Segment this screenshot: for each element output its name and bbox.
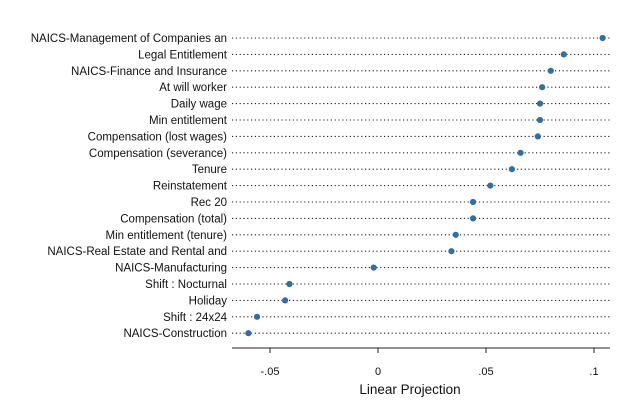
category-label: Shift : Nocturnal xyxy=(145,279,227,291)
data-point xyxy=(282,297,289,304)
data-point xyxy=(487,182,494,189)
data-point xyxy=(286,280,293,288)
category-label: NAICS-Finance and Insurance xyxy=(71,66,227,78)
category-label: Daily wage xyxy=(171,99,227,111)
chart-row: Compensation (severance) xyxy=(89,148,610,160)
chart-row: Holiday xyxy=(189,295,610,307)
chart-row: Compensation (total) xyxy=(120,213,610,225)
category-label: Reinstatement xyxy=(153,181,228,193)
data-point xyxy=(539,84,546,91)
x-tick-label: 0 xyxy=(375,366,381,378)
x-axis-title: Linear Projection xyxy=(359,382,460,397)
category-label: NAICS-Manufacturing xyxy=(115,263,227,275)
data-point xyxy=(560,51,567,58)
x-axis-ticks: -.05 0 .05 .1 xyxy=(261,348,599,378)
data-point xyxy=(452,231,459,238)
category-label: Holiday xyxy=(189,295,228,307)
data-point xyxy=(547,67,554,74)
data-point xyxy=(599,34,606,42)
data-point xyxy=(253,313,261,320)
chart-row: Shift : 24x24 xyxy=(163,312,610,324)
category-label: NAICS-Real Estate and Rental and xyxy=(47,246,227,258)
category-label: Compensation (total) xyxy=(120,213,227,225)
chart-row: Tenure xyxy=(192,164,610,176)
data-point xyxy=(517,149,524,156)
category-label: At will worker xyxy=(159,82,227,94)
category-label: Min entitlement (tenure) xyxy=(106,230,228,242)
data-point xyxy=(534,133,541,140)
category-label: Shift : 24x24 xyxy=(163,312,228,324)
data-point xyxy=(245,330,252,337)
chart-row: Rec 20 xyxy=(191,197,610,209)
chart-row: Min entitlement xyxy=(149,115,610,127)
chart-row: NAICS-Manufacturing xyxy=(115,263,610,275)
x-tick-label: -.05 xyxy=(261,366,280,378)
chart-rows: NAICS-Management of Companies an Legal En… xyxy=(31,33,610,340)
category-label: Min entitlement xyxy=(149,115,228,127)
category-label: Compensation (severance) xyxy=(89,148,227,160)
chart-row: At will worker xyxy=(159,82,610,94)
chart-row: Legal Entitlement xyxy=(138,49,610,61)
chart-row: NAICS-Management of Companies an xyxy=(31,33,610,45)
category-label: NAICS-Management of Companies an xyxy=(31,33,227,45)
category-label: Rec 20 xyxy=(191,197,227,209)
chart-row: Min entitlement (tenure) xyxy=(106,230,610,242)
chart-row: Compensation (lost wages) xyxy=(88,131,610,143)
chart-row: Reinstatement xyxy=(153,181,610,193)
chart-row: Shift : Nocturnal xyxy=(145,279,610,291)
data-point xyxy=(469,198,477,206)
data-point xyxy=(469,215,477,222)
chart-row: Daily wage xyxy=(171,99,610,111)
data-point xyxy=(370,264,377,271)
data-point xyxy=(508,166,516,173)
data-point xyxy=(536,116,544,124)
category-label: Legal Entitlement xyxy=(138,49,228,61)
category-label: Compensation (lost wages) xyxy=(88,131,228,143)
chart-row: NAICS-Real Estate and Rental and xyxy=(47,246,610,258)
data-point xyxy=(448,248,455,255)
category-label: Tenure xyxy=(192,164,227,176)
data-point xyxy=(536,100,544,107)
chart-row: NAICS-Construction xyxy=(123,328,610,340)
chart-row: NAICS-Finance and Insurance xyxy=(71,66,610,78)
x-tick-label: .1 xyxy=(589,366,598,378)
x-tick-label: .05 xyxy=(478,366,493,378)
category-label: NAICS-Construction xyxy=(123,328,227,340)
